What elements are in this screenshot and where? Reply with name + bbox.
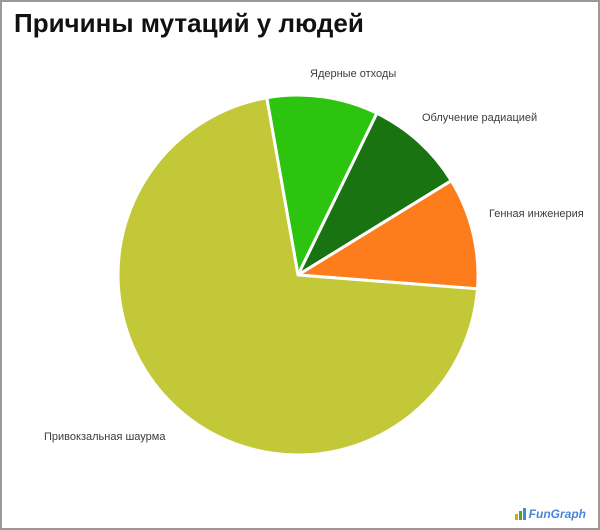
slice-label-radiation: Облучение радиацией [422,112,538,124]
pie-slice-2 [296,179,480,291]
slice-label-shawarma: Привокзальная шаурма [44,431,166,443]
pie-slice-0 [265,93,379,277]
watermark-label: FunGraph [528,507,586,521]
pie-slice-1 [296,111,453,277]
fungraph-watermark: FunGraph [514,507,586,521]
pie-slice-3 [116,96,479,457]
bar-chart-icon [514,508,526,520]
slice-label-nuclear-waste: Ядерные отходы [310,68,397,80]
slice-label-genetic-engineering: Генная инженерия [489,208,584,220]
chart-title: Причины мутаций у людей [14,8,364,38]
